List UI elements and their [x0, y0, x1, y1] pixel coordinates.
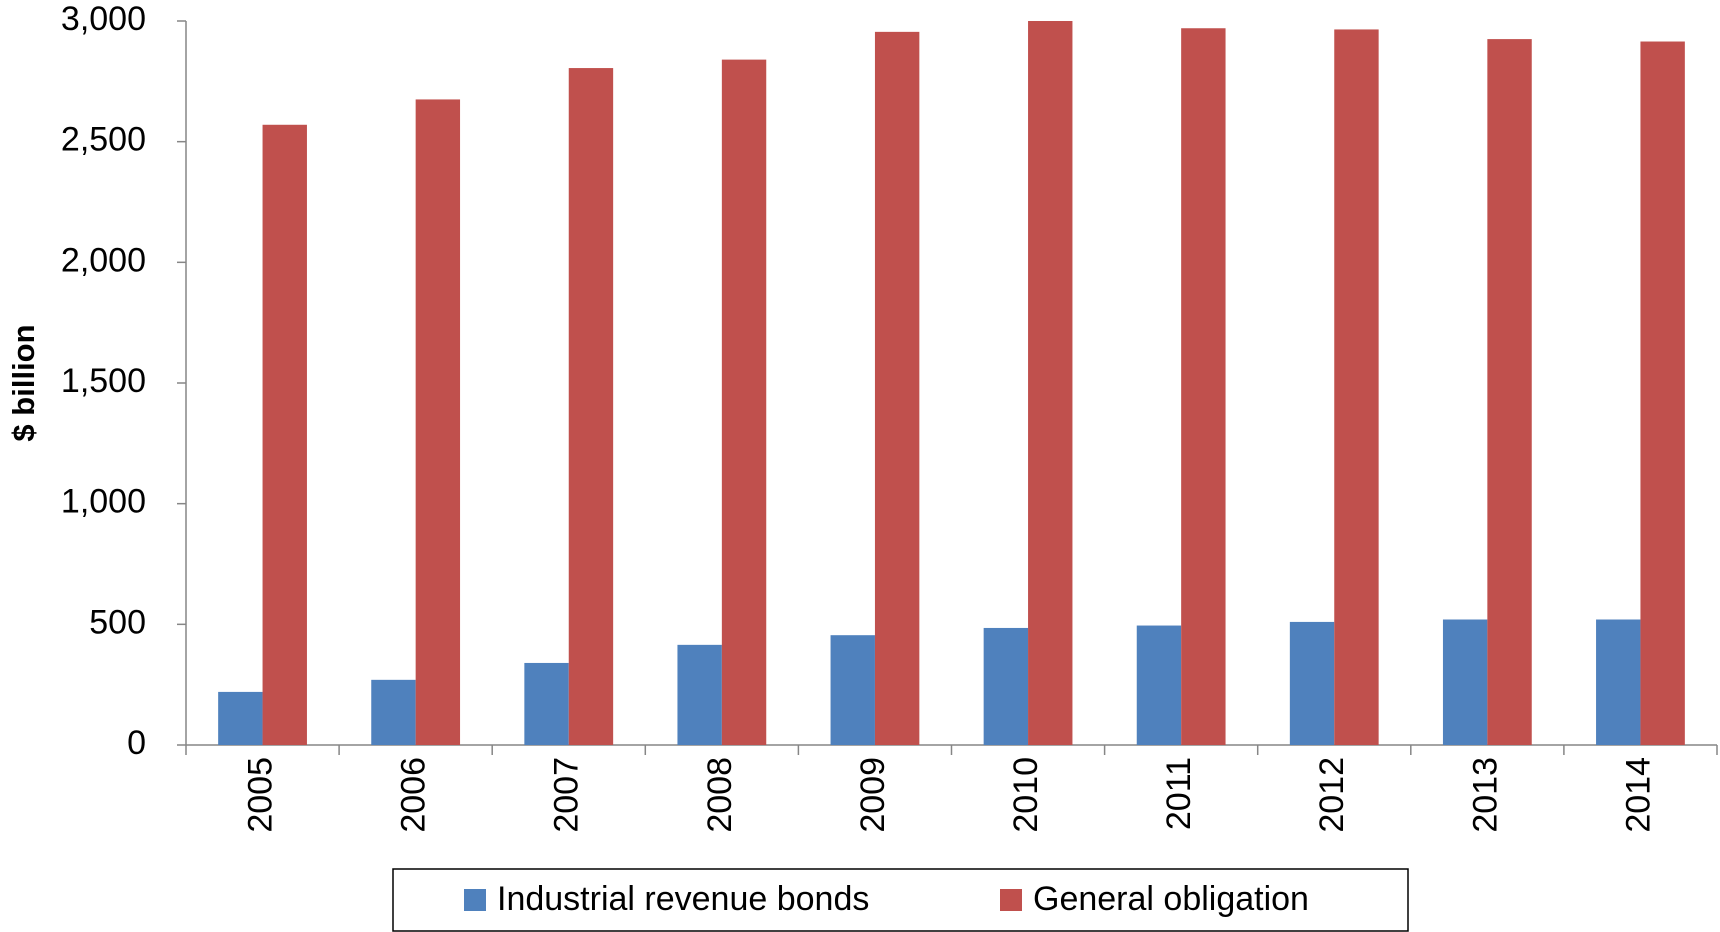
y-tick-label: 2,000	[61, 241, 146, 279]
bar	[1028, 21, 1073, 745]
y-tick-label: 2,500	[61, 121, 146, 159]
x-tick-label: 2009	[854, 757, 892, 833]
x-tick-label: 2010	[1007, 757, 1045, 833]
bar	[983, 627, 1029, 745]
x-tick-label: 2014	[1619, 757, 1657, 833]
bar	[568, 68, 614, 745]
bar	[524, 662, 569, 745]
legend-label: Industrial revenue bonds	[497, 880, 869, 918]
bar	[1487, 39, 1532, 746]
y-axis-label: $ billion	[6, 324, 41, 441]
bar	[371, 679, 416, 745]
y-tick-label: 500	[89, 603, 146, 641]
x-tick-label: 2011	[1160, 757, 1198, 830]
legend-swatch	[1000, 889, 1022, 911]
x-tick-label: 2013	[1466, 757, 1504, 833]
bar	[1181, 28, 1226, 746]
bar	[1596, 619, 1641, 745]
bar	[874, 31, 920, 746]
y-tick-label: 0	[127, 724, 146, 762]
bar	[1334, 29, 1379, 746]
bar	[721, 59, 767, 745]
bar	[415, 99, 461, 745]
bar	[830, 635, 875, 745]
x-tick-label: 2007	[548, 757, 586, 833]
y-tick-label: 1,000	[61, 483, 146, 521]
x-tick-label: 2005	[242, 757, 280, 833]
bar	[677, 644, 722, 745]
y-tick-label: 3,000	[61, 0, 146, 38]
x-tick-label: 2008	[701, 757, 739, 833]
legend-swatch	[464, 889, 486, 911]
legend-box	[392, 868, 1409, 932]
bar	[1136, 625, 1182, 745]
x-tick-label: 2006	[395, 757, 433, 833]
bar	[1442, 619, 1488, 745]
x-tick-label: 2012	[1313, 757, 1351, 833]
bar	[262, 124, 307, 746]
bar	[218, 691, 263, 745]
y-tick-label: 1,500	[61, 362, 146, 400]
bar	[1289, 621, 1335, 745]
bar	[1640, 41, 1685, 746]
legend-label: General obligation	[1033, 880, 1309, 918]
